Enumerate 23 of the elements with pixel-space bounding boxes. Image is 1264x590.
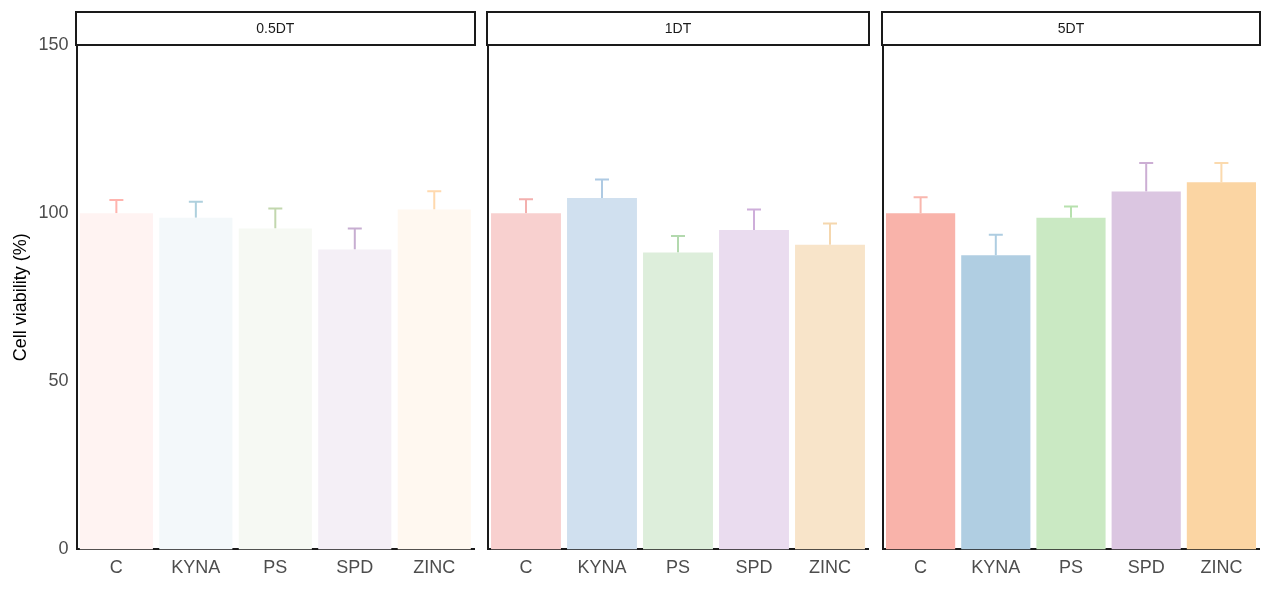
- x-tick-label: C: [109, 557, 123, 578]
- y-tick-label: 50: [48, 370, 69, 391]
- x-tick-label: KYNA: [971, 557, 1021, 578]
- x-tick-label: ZINC: [413, 557, 456, 578]
- x-tick-label: ZINC: [809, 557, 851, 578]
- x-tick-label: KYNA: [577, 557, 627, 578]
- x-tick-label: PS: [263, 557, 288, 578]
- chart-title: 0.5DT: [74, 11, 476, 46]
- y-tick-label: 100: [38, 202, 69, 223]
- y-axis-title: Cell viability (%): [9, 233, 30, 362]
- chart-title: 5DT: [881, 11, 1261, 46]
- x-tick-label: SPD: [1127, 557, 1165, 578]
- y-tick-label: 0: [58, 538, 69, 559]
- x-tick-label: ZINC: [1200, 557, 1243, 578]
- x-tick-label: PS: [665, 557, 691, 578]
- x-tick-label: KYNA: [171, 557, 221, 578]
- y-tick-label: 150: [38, 33, 69, 54]
- x-tick-label: SPD: [336, 557, 374, 578]
- x-tick-label: PS: [1058, 557, 1084, 578]
- chart-title: 1DT: [486, 11, 870, 46]
- x-tick-label: C: [914, 557, 928, 578]
- x-tick-label: SPD: [735, 557, 773, 578]
- x-tick-label: C: [519, 557, 533, 578]
